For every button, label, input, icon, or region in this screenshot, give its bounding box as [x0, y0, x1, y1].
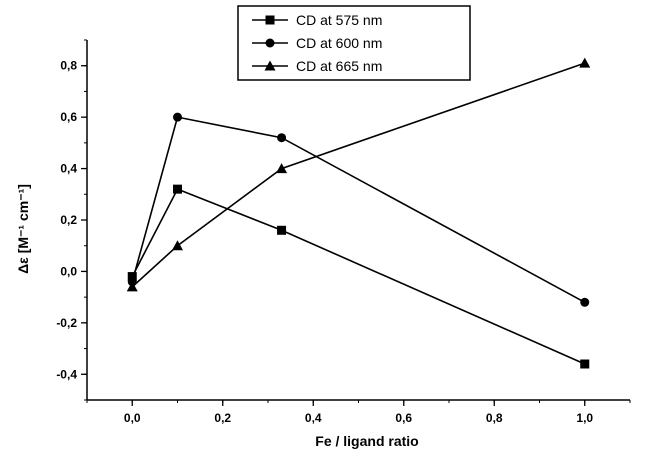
y-tick-label: -0,4 — [56, 367, 77, 381]
circle-point — [173, 112, 182, 122]
triangle-point — [172, 240, 183, 251]
ticks: 0,0 0,2 0,4 0,6 0,8 1,0 -0,4 -0,2 0,0 0,2 0,4 0,6 0,… — [56, 39, 631, 425]
x-tick-label: 0,4 — [305, 411, 322, 425]
legend-label: CD at 575 nm — [296, 12, 382, 28]
circle-point — [580, 297, 590, 307]
triangle-point — [579, 57, 591, 68]
triangle-point — [126, 281, 138, 292]
series-3 — [126, 57, 591, 292]
axes — [86, 40, 630, 401]
circle-point — [277, 133, 287, 143]
x-tick-label: 0,6 — [395, 411, 412, 425]
x-tick-label: 0,2 — [214, 411, 231, 425]
series-1 — [127, 184, 590, 369]
legend-triangle-icon — [264, 60, 276, 71]
series-line — [131, 62, 586, 288]
y-tick-label: 0,8 — [60, 59, 77, 73]
x-axis-title: Fe / ligand ratio — [315, 433, 418, 449]
x-tick-label: 0,8 — [486, 411, 503, 425]
legend-label: CD at 665 nm — [296, 58, 382, 74]
series-line — [131, 188, 586, 365]
square-point — [277, 225, 287, 235]
square-point — [580, 359, 590, 369]
legend-label: CD at 600 nm — [296, 35, 382, 51]
x-tick-label: 0,0 — [124, 411, 141, 425]
square-point — [127, 272, 137, 282]
legend-square-icon — [265, 15, 275, 25]
y-tick-label: -0,2 — [56, 316, 77, 330]
x-tick-label: 1,0 — [576, 411, 593, 425]
square-point — [173, 184, 182, 194]
y-tick-label: 0,6 — [60, 110, 77, 124]
y-axis-title: Δε [M⁻¹ cm⁻¹] — [15, 184, 31, 274]
y-tick-label: 0,4 — [60, 162, 77, 176]
legend: CD at 575 nm CD at 600 nm CD at 665 nm — [237, 5, 471, 81]
y-tick-label: 0,0 — [60, 264, 77, 278]
legend-circle-icon — [265, 38, 275, 48]
series-line — [131, 116, 586, 303]
triangle-point — [276, 163, 288, 174]
y-tick-label: 0,2 — [60, 213, 77, 227]
series-layer — [126, 57, 591, 369]
